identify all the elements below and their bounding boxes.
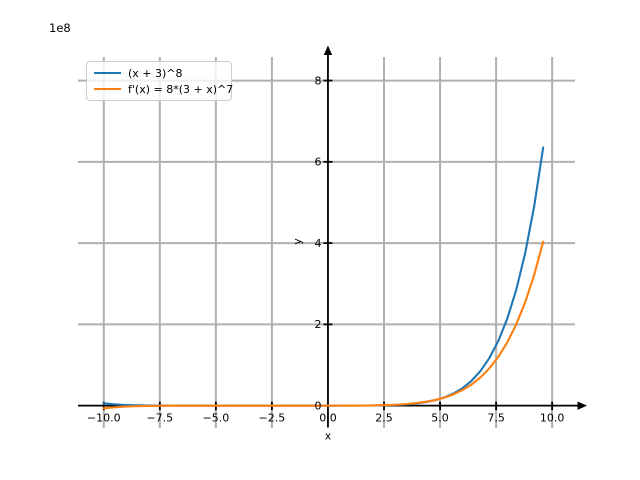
x-axis-arrow-icon bbox=[577, 401, 587, 410]
y-axis-arrow-icon bbox=[323, 45, 333, 55]
legend-entry: f'(x) = 8*(3 + x)^7 bbox=[94, 81, 233, 97]
y-axis-title: y bbox=[291, 238, 304, 245]
y-tick-label: 6 bbox=[314, 156, 321, 169]
legend-label: (x + 3)^8 bbox=[128, 66, 183, 80]
y-tick-label: 4 bbox=[314, 237, 321, 250]
y-tick-label: 8 bbox=[314, 74, 321, 87]
x-tick-label: 7.5 bbox=[487, 412, 505, 425]
series-line-0 bbox=[102, 146, 545, 407]
x-tick-label: 2.5 bbox=[375, 412, 393, 425]
legend-label: f'(x) = 8*(3 + x)^7 bbox=[128, 82, 234, 96]
legend-entry: (x + 3)^8 bbox=[94, 65, 224, 81]
y-axis-offset-text: 1e8 bbox=[49, 21, 71, 35]
legend-line-sample-orange bbox=[94, 88, 121, 90]
x-tick-label: 5.0 bbox=[431, 412, 449, 425]
y-tick-label: 0 bbox=[314, 399, 321, 412]
legend: (x + 3)^8 f'(x) = 8*(3 + x)^7 bbox=[86, 61, 233, 101]
x-tick-label: −2.5 bbox=[259, 412, 286, 425]
x-tick-label: −5.0 bbox=[203, 412, 230, 425]
x-tick-label: 10.0 bbox=[540, 412, 565, 425]
x-axis-title: x bbox=[325, 430, 332, 443]
legend-line-sample-blue bbox=[94, 72, 121, 74]
x-tick-label: −7.5 bbox=[146, 412, 173, 425]
x-tick-label: −10.0 bbox=[87, 412, 121, 425]
y-tick-label: 2 bbox=[314, 318, 321, 331]
series-line-1 bbox=[102, 240, 545, 410]
